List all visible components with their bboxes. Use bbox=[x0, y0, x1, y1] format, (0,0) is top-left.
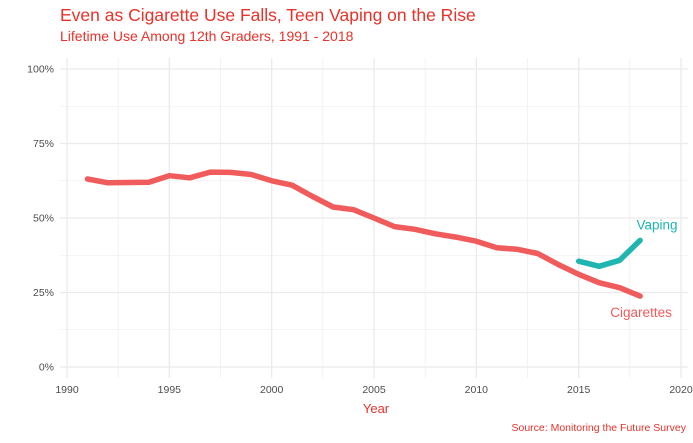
series-label-vaping: Vaping bbox=[637, 217, 678, 232]
y-tick-label: 25% bbox=[33, 287, 54, 299]
x-axis-title: Year bbox=[363, 401, 390, 416]
chart-title: Even as Cigarette Use Falls, Teen Vaping… bbox=[60, 5, 476, 25]
chart-subtitle: Lifetime Use Among 12th Graders, 1991 - … bbox=[60, 28, 354, 44]
series-label-cigarettes: Cigarettes bbox=[610, 305, 672, 320]
series-line-cigarettes bbox=[84, 169, 643, 299]
x-tick-label: 2020 bbox=[669, 384, 693, 396]
series-line-vaping bbox=[575, 237, 643, 270]
x-tick-label: 1990 bbox=[55, 384, 79, 396]
y-tick-label: 75% bbox=[33, 138, 54, 150]
x-tick-label: 2005 bbox=[362, 384, 386, 396]
y-tick-label: 0% bbox=[39, 362, 54, 374]
source-caption: Source: Monitoring the Future Survey bbox=[511, 422, 686, 434]
y-tick-label: 50% bbox=[33, 213, 54, 225]
x-tick-label: 2015 bbox=[567, 384, 591, 396]
x-tick-label: 2010 bbox=[465, 384, 489, 396]
x-tick-label: 2000 bbox=[260, 384, 284, 396]
x-tick-label: 1995 bbox=[158, 384, 182, 396]
y-tick-label: 100% bbox=[27, 64, 54, 76]
